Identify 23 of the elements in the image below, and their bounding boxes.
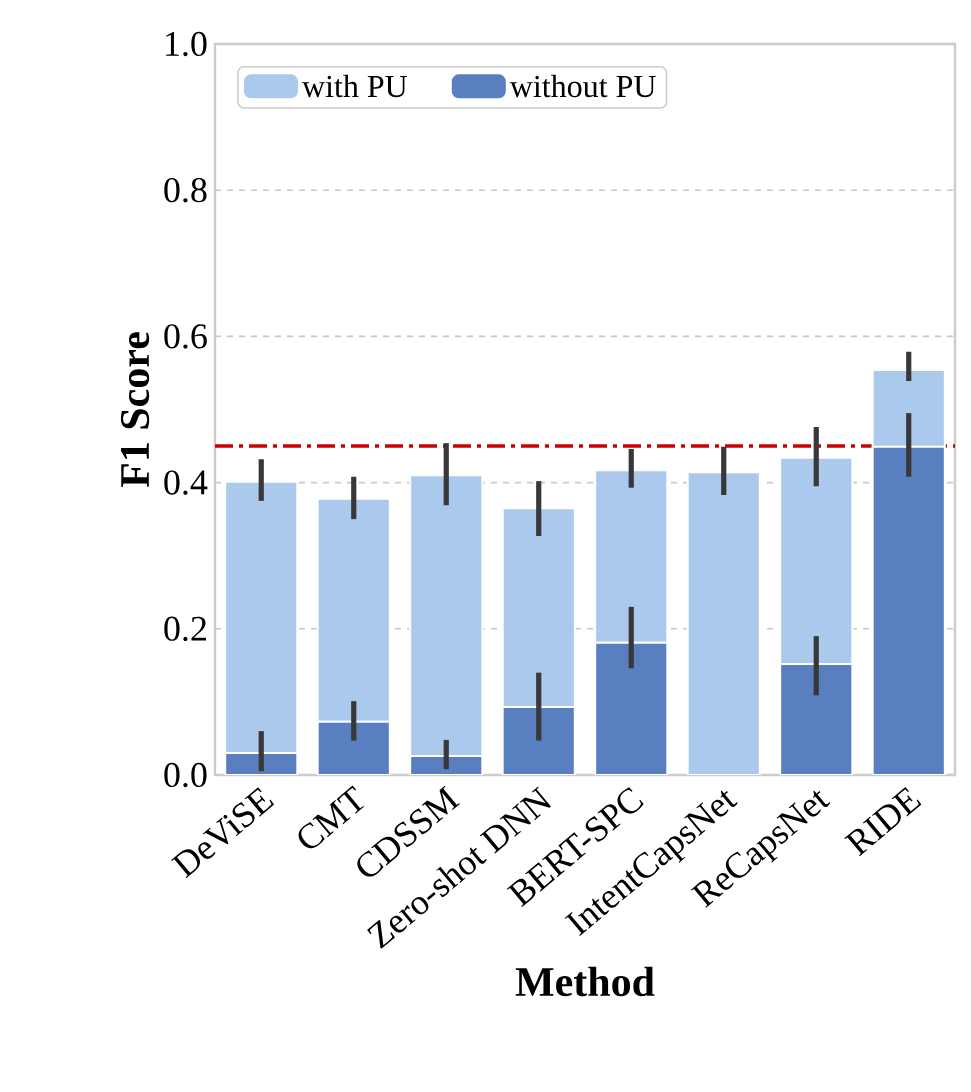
y-tick-label: 0.2 (164, 616, 206, 642)
bar (317, 721, 390, 775)
y-tick-label: 0.0 (164, 762, 207, 788)
bar (595, 642, 668, 775)
bar (871, 445, 946, 775)
bar (316, 497, 391, 723)
legend-label: with PU (302, 74, 408, 98)
bar (502, 707, 575, 775)
bar (224, 480, 299, 755)
bar (871, 369, 946, 448)
bar (780, 663, 853, 775)
bar (501, 507, 576, 709)
bar (779, 456, 854, 665)
x-axis-title: Method (515, 966, 655, 997)
bar (687, 472, 760, 775)
y-tick-label: 0.6 (164, 324, 207, 349)
y-axis-title: F1 Score (120, 332, 150, 488)
y-tick-label: 0.4 (164, 470, 208, 495)
bar (409, 474, 484, 757)
legend-label: without PU (509, 74, 656, 98)
y-tick-label: 1.0 (166, 31, 207, 57)
bar (594, 469, 669, 644)
y-tick-label: 0.8 (164, 177, 207, 203)
